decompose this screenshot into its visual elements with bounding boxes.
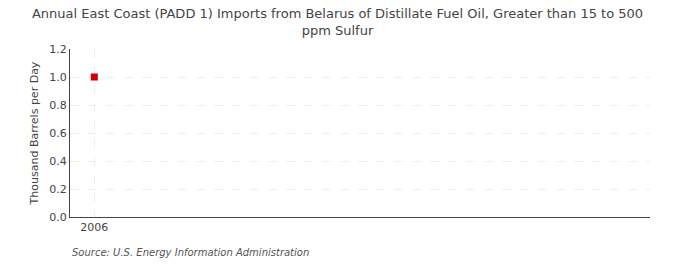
svg-text:1.2: 1.2 xyxy=(49,43,67,56)
svg-text:0.4: 0.4 xyxy=(49,155,67,168)
svg-text:Source: U.S. Energy Informatio: Source: U.S. Energy Information Administ… xyxy=(72,247,309,258)
svg-text:0.2: 0.2 xyxy=(49,183,67,196)
svg-text:Thousand Barrels per Day: Thousand Barrels per Day xyxy=(28,61,41,205)
svg-text:0.8: 0.8 xyxy=(49,99,67,112)
svg-text:0.6: 0.6 xyxy=(49,127,67,140)
svg-text:Annual East Coast (PADD 1) Imp: Annual East Coast (PADD 1) Imports from … xyxy=(32,6,643,38)
svg-text:1.0: 1.0 xyxy=(49,71,67,84)
svg-text:0.0: 0.0 xyxy=(49,211,67,224)
svg-text:2006: 2006 xyxy=(80,221,108,234)
